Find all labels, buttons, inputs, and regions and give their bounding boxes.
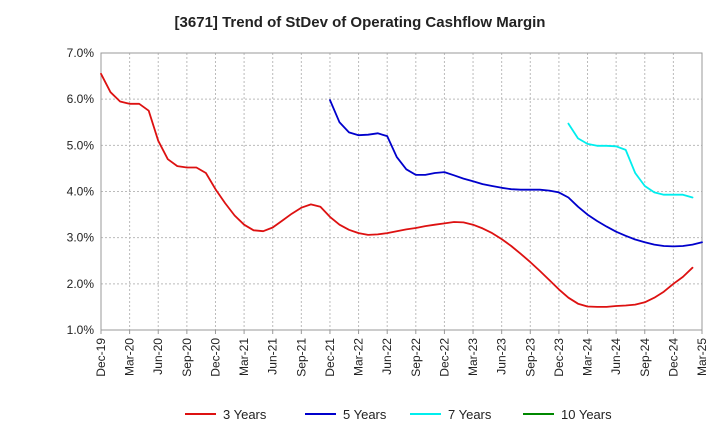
legend-label: 10 Years xyxy=(561,407,612,422)
x-tick-label: Mar-23 xyxy=(466,338,480,376)
y-tick-label: 2.0% xyxy=(67,277,95,291)
x-tick-label: Mar-20 xyxy=(123,338,137,376)
x-tick-label: Mar-21 xyxy=(237,338,251,376)
y-tick-label: 5.0% xyxy=(67,138,95,152)
x-tick-label: Dec-19 xyxy=(94,338,108,377)
x-tick-label: Mar-24 xyxy=(581,338,595,376)
series-line-5-years xyxy=(329,99,703,248)
series-line-3-years xyxy=(100,72,694,308)
x-tick-label: Jun-23 xyxy=(495,338,509,375)
x-tick-label: Dec-21 xyxy=(323,338,337,377)
x-tick-label: Mar-22 xyxy=(352,338,366,376)
y-tick-label: 7.0% xyxy=(67,46,95,60)
legend: 3 Years 5 Years 7 Years 10 Years xyxy=(185,407,612,422)
x-tick-label: Sep-23 xyxy=(523,338,537,377)
x-tick-label: Jun-24 xyxy=(609,338,623,375)
x-tick-label: Dec-23 xyxy=(552,338,566,377)
y-tick-label: 3.0% xyxy=(67,231,95,245)
x-tick-label: Sep-21 xyxy=(294,338,308,377)
x-tick-label: Sep-24 xyxy=(638,338,652,377)
legend-label: 5 Years xyxy=(343,407,387,422)
x-tick-label: Sep-20 xyxy=(180,338,194,377)
x-tick-label: Dec-20 xyxy=(208,338,222,377)
legend-label: 3 Years xyxy=(223,407,267,422)
x-tick-label: Mar-25 xyxy=(695,338,709,376)
x-tick-label: Sep-22 xyxy=(409,338,423,377)
grid-lines xyxy=(100,52,703,331)
y-tick-label: 1.0% xyxy=(67,323,95,337)
legend-label: 7 Years xyxy=(448,407,492,422)
x-tick-label: Dec-24 xyxy=(666,338,680,377)
plot-area-border xyxy=(100,52,703,331)
y-tick-label: 4.0% xyxy=(67,185,95,199)
x-tick-label: Jun-21 xyxy=(266,338,280,375)
x-tick-label: Jun-22 xyxy=(380,338,394,375)
x-tick-label: Dec-22 xyxy=(437,338,451,377)
x-axis-ticks: Dec-19 Mar-20 Jun-20 Sep-20 Dec-20 Mar-21 Jun-… xyxy=(94,330,709,377)
chart-title: [3671] Trend of StDev of Operating Cashf… xyxy=(174,14,546,31)
y-tick-label: 6.0% xyxy=(67,92,95,106)
x-tick-label: Jun-20 xyxy=(151,338,165,375)
series-line-7-years xyxy=(567,122,694,199)
y-axis-ticks: 7.0% 6.0% 5.0% 4.0% 3.0% 2.0% 1.0% xyxy=(67,46,95,337)
series-lines xyxy=(100,72,703,308)
